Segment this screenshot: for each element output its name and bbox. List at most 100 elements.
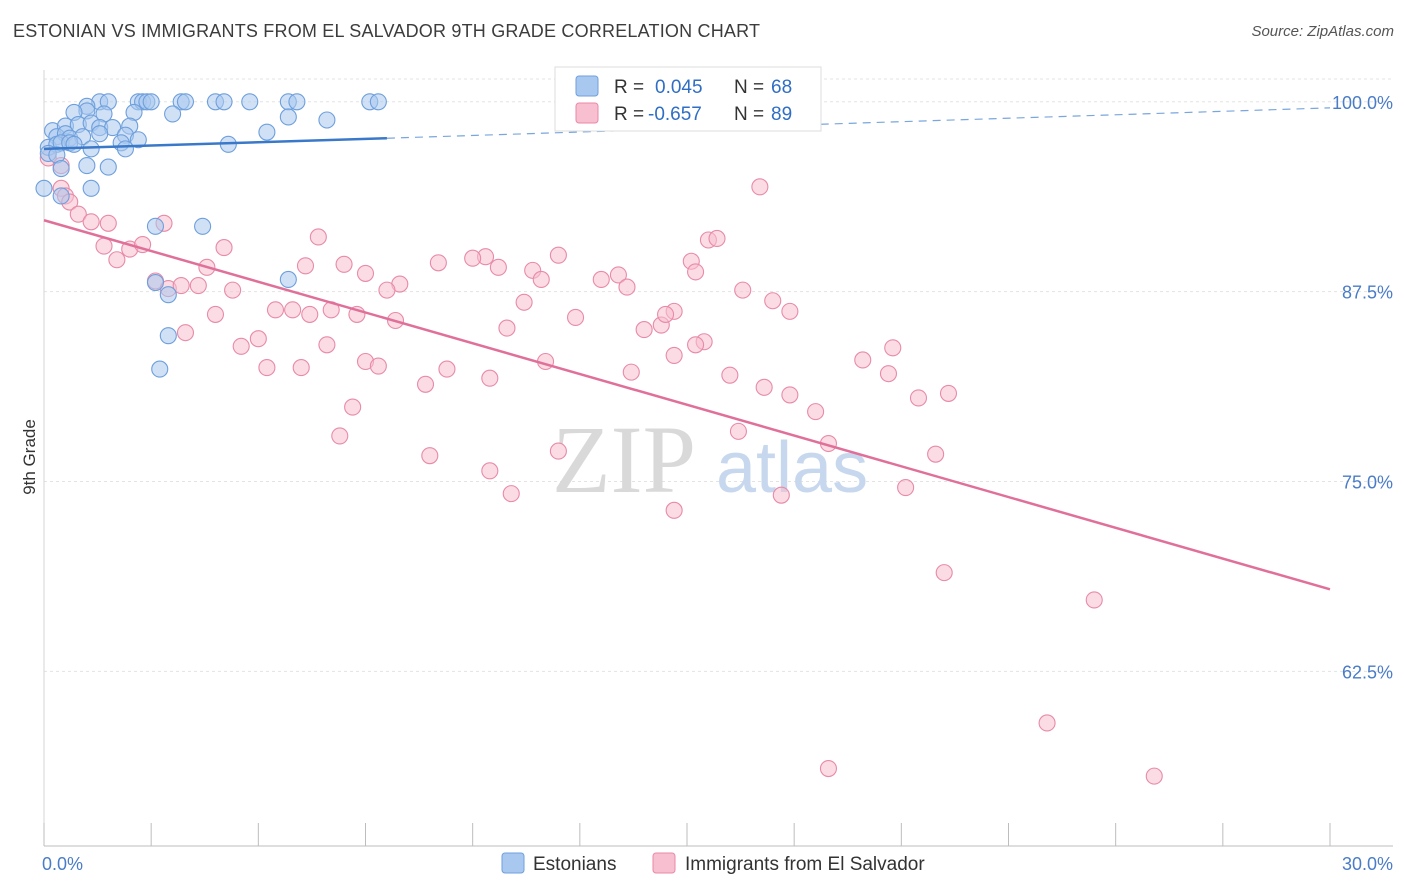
- immigrants-point: [819, 759, 838, 778]
- immigrants-point: [1145, 767, 1163, 785]
- immigrants-point: [618, 278, 636, 296]
- immigrants-point: [258, 359, 276, 377]
- immigrants-point: [421, 447, 439, 465]
- immigrants-point: [687, 336, 705, 354]
- legend-label-immigrants: Immigrants from El Salvador: [685, 854, 925, 875]
- immigrants-point: [515, 293, 533, 311]
- immigrants-point: [82, 213, 100, 231]
- estonians-point: [279, 108, 297, 126]
- estonians-point: [164, 105, 182, 123]
- estonians-point: [78, 157, 96, 175]
- series-estonians-points: [35, 93, 387, 378]
- immigrants-point: [734, 281, 752, 299]
- estonians-point: [194, 217, 212, 235]
- estonians-point: [241, 93, 259, 111]
- immigrants-point: [807, 403, 825, 421]
- estonians-point: [151, 360, 169, 378]
- immigrants-point: [909, 389, 928, 407]
- immigrants-point: [592, 270, 610, 289]
- estonians-point: [82, 179, 100, 197]
- immigrants-point: [566, 308, 585, 327]
- immigrants-point: [481, 462, 499, 480]
- stats-legend-swatch-estonians: [575, 75, 599, 97]
- immigrants-point: [687, 263, 705, 281]
- immigrants-point: [609, 266, 627, 284]
- stats-n-label-estonians: N =: [734, 77, 764, 98]
- immigrants-point: [498, 319, 516, 337]
- estonians-point: [318, 111, 336, 129]
- immigrants-point: [665, 501, 683, 519]
- immigrants-point: [356, 264, 375, 282]
- immigrants-point: [549, 442, 567, 460]
- stats-legend-swatch-immigrants: [575, 102, 599, 124]
- immigrants-point: [781, 386, 799, 404]
- estonians-point: [82, 140, 100, 158]
- immigrants-point: [331, 427, 349, 445]
- y-axis-tick-labels: 62.5% 75.0% 87.5% 100.0%: [1332, 93, 1393, 683]
- stats-n-label-immigrants: N =: [734, 104, 764, 125]
- stats-r-value-immigrants: -0.657: [648, 104, 702, 125]
- immigrants-point: [224, 281, 242, 299]
- estonians-point: [369, 93, 387, 111]
- watermark-atlas: atlas: [716, 428, 868, 508]
- immigrants-point: [665, 346, 683, 364]
- grid-lines: [44, 78, 1393, 672]
- immigrants-point: [369, 357, 387, 375]
- estonians-point: [116, 140, 134, 158]
- estonians-point: [129, 131, 147, 149]
- immigrants-point: [292, 359, 310, 377]
- immigrants-point: [344, 398, 362, 416]
- immigrants-point: [108, 251, 126, 269]
- immigrants-point: [772, 486, 790, 504]
- y-tick-label: 87.5%: [1342, 283, 1393, 303]
- stats-legend-frame: [554, 66, 822, 132]
- immigrants-point: [635, 321, 653, 339]
- immigrants-trend-line: [43, 219, 1331, 591]
- immigrants-point: [206, 305, 225, 323]
- immigrants-point: [879, 365, 898, 383]
- immigrants-point: [1085, 591, 1103, 609]
- immigrants-point: [266, 301, 285, 319]
- immigrants-point: [99, 214, 117, 232]
- stats-r-value-estonians: 0.045: [655, 77, 703, 98]
- estonians-point: [288, 93, 306, 111]
- stats-legend: R = 0.045 N = 68 R = -0.657 N = 89: [554, 66, 822, 132]
- watermark-zip: ZIP: [552, 406, 696, 513]
- immigrants-point: [232, 337, 250, 355]
- immigrants-point: [429, 254, 447, 272]
- estonians-point: [146, 217, 165, 235]
- immigrants-point: [502, 485, 520, 503]
- y-tick-label: 100.0%: [1332, 93, 1393, 113]
- estonians-point: [65, 135, 83, 153]
- immigrants-point: [416, 375, 435, 393]
- immigrants-point: [927, 445, 945, 463]
- stats-r-label-immigrants: R =: [614, 104, 644, 125]
- immigrants-point: [464, 249, 482, 267]
- immigrants-point: [708, 229, 726, 248]
- immigrants-point: [296, 257, 315, 275]
- estonians-point: [99, 158, 117, 176]
- estonians-point: [176, 93, 195, 111]
- immigrants-point: [764, 292, 782, 310]
- stats-n-value-immigrants: 89: [771, 104, 792, 125]
- immigrants-point: [755, 378, 773, 396]
- immigrants-point: [438, 360, 456, 378]
- y-tick-label: 62.5%: [1342, 662, 1393, 682]
- immigrants-point: [532, 270, 550, 289]
- estonians-point: [159, 327, 177, 345]
- immigrants-point: [939, 384, 958, 402]
- immigrants-point: [622, 363, 640, 381]
- immigrants-point: [549, 246, 567, 264]
- bottom-legend: Estonians Immigrants from El Salvador: [501, 852, 925, 875]
- immigrants-point: [721, 366, 739, 384]
- estonians-point: [279, 270, 297, 289]
- y-tick-label: 75.0%: [1342, 472, 1393, 492]
- series-immigrants-el-salvador-points: [39, 149, 1163, 785]
- estonians-point: [91, 125, 109, 143]
- immigrants-point: [318, 336, 336, 354]
- immigrants-point: [95, 237, 113, 255]
- immigrants-point: [309, 228, 327, 246]
- x-tick-label-max: 30.0%: [1342, 854, 1393, 874]
- stats-r-label-estonians: R =: [614, 77, 644, 98]
